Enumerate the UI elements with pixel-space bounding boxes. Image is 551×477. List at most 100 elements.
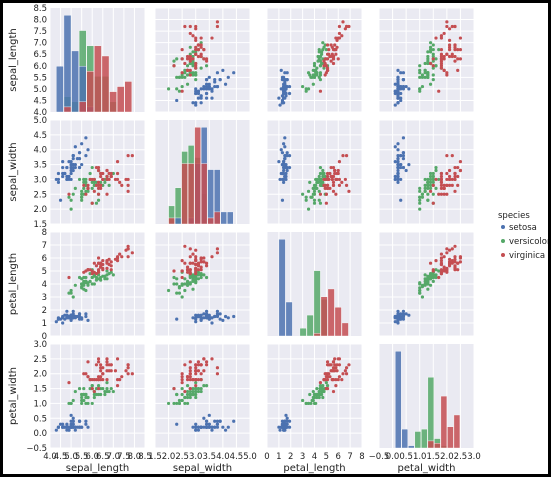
legend-marker-setosa bbox=[501, 225, 505, 229]
point-virginica bbox=[194, 66, 198, 70]
point-virginica bbox=[126, 372, 130, 376]
point-setosa bbox=[278, 428, 282, 432]
point-versicolor bbox=[304, 87, 308, 91]
point-versicolor bbox=[172, 59, 176, 63]
panel-sepal_length-vs-sepal_width bbox=[154, 7, 251, 113]
point-versicolor bbox=[183, 71, 187, 75]
point-setosa bbox=[77, 165, 82, 170]
point-versicolor bbox=[431, 275, 435, 280]
point-virginica bbox=[447, 38, 452, 42]
point-versicolor bbox=[183, 68, 187, 72]
point-versicolor bbox=[317, 189, 321, 193]
point-versicolor bbox=[185, 73, 190, 77]
point-setosa bbox=[401, 84, 406, 89]
point-virginica bbox=[199, 54, 203, 59]
point-versicolor bbox=[418, 207, 422, 211]
point-virginica bbox=[185, 57, 190, 61]
panel-sepal_width-vs-petal_width bbox=[378, 119, 475, 225]
point-virginica bbox=[105, 363, 109, 367]
point-virginica bbox=[183, 261, 187, 265]
point-setosa bbox=[204, 82, 209, 86]
point-setosa bbox=[65, 316, 69, 320]
y-tick-label: 7.5 bbox=[33, 27, 47, 37]
point-setosa bbox=[194, 316, 198, 320]
point-virginica bbox=[82, 270, 86, 274]
point-setosa bbox=[77, 419, 82, 423]
point-virginica bbox=[118, 180, 122, 184]
point-virginica bbox=[130, 251, 134, 255]
point-setosa bbox=[202, 316, 206, 320]
point-virginica bbox=[327, 52, 331, 56]
point-virginica bbox=[325, 183, 330, 187]
point-virginica bbox=[180, 378, 184, 382]
point-setosa bbox=[71, 309, 75, 313]
point-versicolor bbox=[94, 201, 99, 205]
x-tick-label: 1.5 bbox=[148, 452, 162, 462]
point-setosa bbox=[194, 91, 198, 96]
point-virginica bbox=[442, 255, 446, 259]
point-virginica bbox=[335, 171, 339, 176]
point-versicolor bbox=[317, 48, 321, 52]
point-virginica bbox=[445, 71, 449, 75]
point-versicolor bbox=[426, 183, 430, 187]
point-setosa bbox=[396, 78, 400, 82]
point-setosa bbox=[280, 75, 285, 79]
point-versicolor bbox=[324, 48, 328, 52]
point-virginica bbox=[333, 363, 337, 367]
point-setosa bbox=[215, 419, 220, 423]
point-setosa bbox=[61, 321, 65, 325]
point-setosa bbox=[215, 84, 220, 89]
point-virginica bbox=[199, 268, 203, 272]
point-virginica bbox=[94, 264, 99, 268]
hist-bar-versicolor bbox=[306, 314, 314, 337]
point-versicolor bbox=[204, 384, 209, 388]
x-tick-label: 3 bbox=[300, 452, 305, 462]
point-virginica bbox=[109, 264, 113, 268]
point-setosa bbox=[284, 171, 288, 176]
point-versicolor bbox=[185, 389, 190, 394]
point-versicolor bbox=[312, 395, 317, 400]
point-virginica bbox=[445, 73, 449, 77]
point-versicolor bbox=[194, 395, 198, 400]
point-setosa bbox=[69, 425, 73, 429]
point-versicolor bbox=[77, 386, 82, 391]
hist-bar-versicolor bbox=[421, 428, 428, 449]
point-versicolor bbox=[428, 177, 433, 182]
x-tick-label: 7.5 bbox=[117, 452, 131, 462]
point-versicolor bbox=[191, 392, 195, 397]
point-setosa bbox=[282, 428, 286, 432]
point-versicolor bbox=[177, 401, 182, 406]
point-versicolor bbox=[428, 274, 433, 278]
point-virginica bbox=[458, 36, 463, 40]
point-versicolor bbox=[103, 180, 107, 184]
point-virginica bbox=[210, 255, 214, 259]
point-setosa bbox=[284, 154, 288, 158]
point-virginica bbox=[324, 57, 328, 61]
y-tick-label: −0.5 bbox=[26, 444, 47, 454]
point-versicolor bbox=[166, 401, 171, 406]
point-virginica bbox=[202, 256, 206, 260]
x-tick-label: 1.0 bbox=[413, 452, 427, 462]
point-versicolor bbox=[172, 275, 176, 280]
point-setosa bbox=[191, 101, 195, 105]
point-virginica bbox=[437, 192, 441, 196]
y-tick-label: 5.5 bbox=[33, 73, 47, 83]
point-virginica bbox=[199, 260, 203, 264]
point-versicolor bbox=[204, 275, 209, 280]
point-versicolor bbox=[69, 198, 73, 202]
hist-bar-setosa bbox=[56, 65, 64, 113]
x-axis-label: petal_length bbox=[283, 463, 345, 474]
point-setosa bbox=[71, 313, 75, 317]
x-tick-label: 7.0 bbox=[107, 452, 121, 462]
x-tick-label: 8 bbox=[359, 452, 364, 462]
point-virginica bbox=[126, 177, 130, 182]
point-setosa bbox=[287, 165, 292, 170]
y-tick-label: 3.0 bbox=[33, 340, 47, 350]
point-setosa bbox=[283, 419, 287, 423]
point-versicolor bbox=[194, 381, 198, 385]
point-virginica bbox=[447, 43, 452, 47]
point-virginica bbox=[126, 255, 130, 259]
point-virginica bbox=[453, 260, 457, 264]
x-axis-label: sepal_length bbox=[66, 463, 130, 474]
point-versicolor bbox=[321, 48, 325, 52]
